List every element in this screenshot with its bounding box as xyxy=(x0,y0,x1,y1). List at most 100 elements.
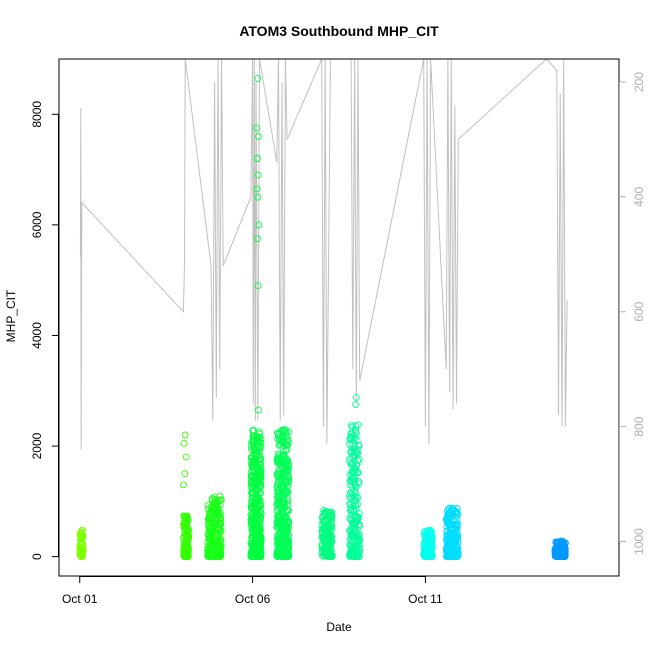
data-point xyxy=(275,458,283,466)
data-point xyxy=(284,460,292,468)
data-point xyxy=(425,547,433,555)
data-point xyxy=(346,436,354,444)
data-point xyxy=(185,535,192,542)
data-point xyxy=(445,521,453,529)
y-tick-label: 6000 xyxy=(30,211,44,238)
data-point xyxy=(247,454,255,462)
data-point xyxy=(273,482,281,490)
data-point xyxy=(180,552,188,560)
data-point xyxy=(181,470,189,478)
data-point xyxy=(248,485,256,493)
data-point xyxy=(78,547,86,555)
data-point xyxy=(355,530,363,538)
data-point xyxy=(255,428,263,436)
data-point xyxy=(77,540,85,548)
data-point xyxy=(180,523,188,531)
data-point xyxy=(217,514,225,522)
data-point xyxy=(255,406,262,414)
data-point xyxy=(283,432,291,440)
data-point xyxy=(254,541,262,549)
data-point xyxy=(325,539,333,547)
data-point xyxy=(213,503,221,511)
data-point xyxy=(250,519,257,527)
x-axis-label: Date xyxy=(326,620,352,634)
data-point xyxy=(283,529,291,537)
data-point xyxy=(346,550,354,558)
data-point xyxy=(352,468,360,476)
data-point xyxy=(353,461,361,469)
data-point xyxy=(257,551,265,559)
data-point xyxy=(255,132,262,140)
data-point xyxy=(255,221,263,229)
data-point xyxy=(254,282,262,290)
y2-tick-label: 800 xyxy=(632,416,646,436)
data-point xyxy=(451,539,459,547)
data-point xyxy=(248,472,256,480)
data-point xyxy=(257,443,265,451)
data-point xyxy=(181,431,189,439)
data-point xyxy=(449,512,457,520)
x-tick-label: Oct 11 xyxy=(408,592,443,606)
data-point xyxy=(253,155,261,162)
data-point xyxy=(283,446,291,454)
data-point xyxy=(345,493,353,501)
data-point xyxy=(254,74,262,82)
data-point xyxy=(327,533,334,541)
data-point xyxy=(253,235,261,243)
data-point xyxy=(283,476,291,484)
data-point xyxy=(248,517,256,525)
data-point xyxy=(553,550,561,558)
data-point xyxy=(347,429,355,437)
data-point xyxy=(180,533,188,541)
data-point xyxy=(353,450,361,457)
data-point xyxy=(180,439,188,447)
data-point xyxy=(79,526,86,534)
data-point xyxy=(285,517,293,525)
data-point xyxy=(318,525,326,533)
data-point xyxy=(207,525,215,533)
data-point xyxy=(277,504,285,512)
data-point xyxy=(276,465,284,473)
data-point xyxy=(424,552,432,560)
data-point xyxy=(444,520,452,528)
data-point xyxy=(318,543,326,551)
data-point xyxy=(422,547,430,555)
data-point xyxy=(285,507,292,515)
data-point xyxy=(253,124,261,132)
data-point xyxy=(354,457,362,465)
data-point xyxy=(281,499,289,507)
data-point xyxy=(273,457,281,465)
data-point xyxy=(326,552,334,560)
data-point xyxy=(205,534,213,542)
data-point xyxy=(320,525,328,533)
data-point xyxy=(211,509,219,517)
data-point xyxy=(327,520,335,528)
data-point xyxy=(355,442,363,449)
data-point xyxy=(283,467,291,475)
data-point xyxy=(253,550,261,557)
data-point xyxy=(78,551,86,559)
data-point xyxy=(321,545,329,553)
data-point xyxy=(78,533,86,541)
data-point xyxy=(257,455,265,463)
data-point xyxy=(182,521,190,529)
data-point xyxy=(78,530,86,538)
data-point xyxy=(324,531,332,539)
data-point xyxy=(355,552,363,560)
data-point xyxy=(255,538,263,546)
data-point xyxy=(284,548,292,556)
data-point xyxy=(248,503,256,511)
data-point xyxy=(445,504,453,512)
data-point xyxy=(427,526,435,534)
data-point xyxy=(274,481,282,489)
data-point xyxy=(346,500,354,508)
data-point xyxy=(255,433,263,441)
data-point xyxy=(276,432,284,440)
data-point xyxy=(446,524,454,532)
data-point xyxy=(212,512,220,520)
data-point xyxy=(279,471,287,479)
y2-tick-label: 200 xyxy=(632,72,646,92)
data-point xyxy=(354,421,362,429)
data-point xyxy=(349,441,356,449)
data-point xyxy=(206,525,214,533)
